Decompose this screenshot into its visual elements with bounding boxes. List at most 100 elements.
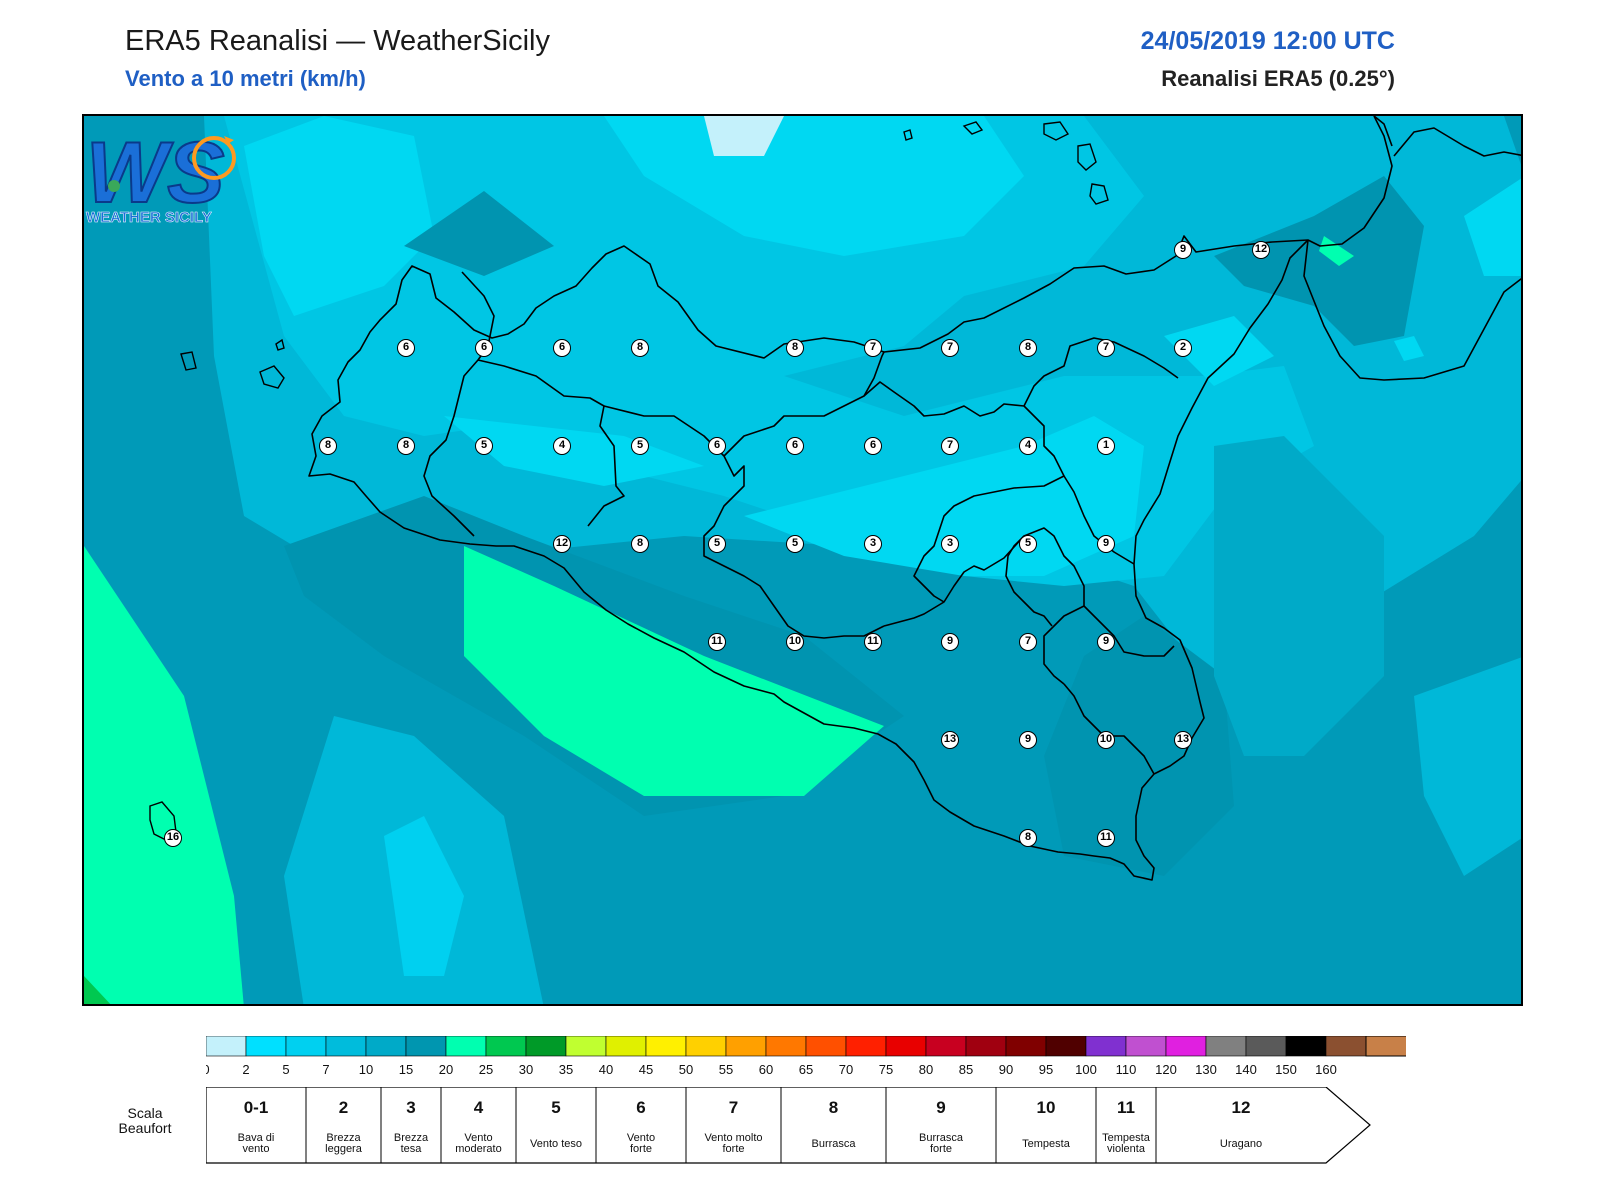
station-value-marker: 7 bbox=[1019, 633, 1037, 651]
beaufort-number: 5 bbox=[551, 1098, 560, 1117]
colorbar-swatch bbox=[325, 1036, 367, 1057]
colorbar-tick-label: 25 bbox=[479, 1062, 493, 1077]
station-value-marker: 13 bbox=[1174, 731, 1192, 749]
beaufort-description: moderato bbox=[455, 1143, 501, 1155]
station-value-marker: 11 bbox=[708, 633, 726, 651]
colorbar-tick-label: 20 bbox=[439, 1062, 453, 1077]
colorbar-swatch bbox=[685, 1036, 727, 1057]
colorbar-swatch bbox=[365, 1036, 407, 1057]
colorbar-tick-label: 45 bbox=[639, 1062, 653, 1077]
beaufort-description: Brezza bbox=[326, 1132, 361, 1144]
beaufort-description: Burrasca bbox=[919, 1132, 964, 1144]
station-value-marker: 8 bbox=[397, 437, 415, 455]
beaufort-description: Vento teso bbox=[530, 1138, 582, 1150]
colorbar-tick-label: 50 bbox=[679, 1062, 693, 1077]
colorbar-swatch bbox=[845, 1036, 887, 1057]
beaufort-number: 9 bbox=[936, 1098, 945, 1117]
colorbar-swatch bbox=[725, 1036, 767, 1057]
station-value-marker: 6 bbox=[708, 437, 726, 455]
weather-sicily-logo: WS WEATHER SICILY bbox=[85, 124, 236, 226]
station-value-marker: 3 bbox=[941, 535, 959, 553]
colorbar-swatch bbox=[485, 1036, 527, 1057]
beaufort-description: forte bbox=[722, 1143, 744, 1155]
station-value-marker: 1 bbox=[1097, 437, 1115, 455]
colorbar-swatch bbox=[1285, 1036, 1327, 1057]
colorbar-swatch bbox=[1205, 1036, 1247, 1057]
station-value-marker: 11 bbox=[1097, 829, 1115, 847]
colorbar-swatch bbox=[565, 1036, 607, 1057]
colorbar-swatch bbox=[1165, 1036, 1207, 1057]
station-value-marker: 8 bbox=[1019, 339, 1037, 357]
colorbar-tick-label: 5 bbox=[282, 1062, 289, 1077]
colorbar-swatch bbox=[1245, 1036, 1287, 1057]
colorbar-tick-label: 100 bbox=[1075, 1062, 1097, 1077]
colorbar-tick-label: 2 bbox=[242, 1062, 249, 1077]
beaufort-description: forte bbox=[930, 1143, 952, 1155]
beaufort-description: Tempesta bbox=[1102, 1132, 1151, 1144]
beaufort-description: Burrasca bbox=[811, 1138, 856, 1150]
colorbar-tick-label: 0 bbox=[206, 1062, 210, 1077]
beaufort-number: 6 bbox=[636, 1098, 645, 1117]
colorbar-tick-label: 60 bbox=[759, 1062, 773, 1077]
colorbar-tick-label: 95 bbox=[1039, 1062, 1053, 1077]
colorbar-swatch bbox=[645, 1036, 687, 1057]
station-value-marker: 7 bbox=[864, 339, 882, 357]
colorbar-swatch bbox=[245, 1036, 287, 1057]
colorbar-swatch bbox=[965, 1036, 1007, 1057]
beaufort-number: 3 bbox=[406, 1098, 415, 1117]
colorbar-tick-label: 130 bbox=[1195, 1062, 1217, 1077]
station-value-marker: 9 bbox=[1019, 731, 1037, 749]
station-value-marker: 16 bbox=[164, 829, 182, 847]
colorbar-swatch bbox=[1125, 1036, 1167, 1057]
wind-map: 9 12 6 6 6 8 8 7 7 8 7 2 8 8 5 4 5 6 6 6 7 4 1 12 8 5 5 3 3 5 9 11 10 11 9… bbox=[82, 114, 1523, 1006]
colorbar-swatch bbox=[765, 1036, 807, 1057]
colorbar-tick-label: 150 bbox=[1275, 1062, 1297, 1077]
beaufort-scale-label: Scala Beaufort bbox=[118, 1105, 172, 1136]
colorbar-tick-label: 160 bbox=[1315, 1062, 1337, 1077]
beaufort-description: Tempesta bbox=[1022, 1138, 1071, 1150]
colorbar-tick-label: 90 bbox=[999, 1062, 1013, 1077]
station-value-marker: 10 bbox=[1097, 731, 1115, 749]
colorbar-tick-label: 140 bbox=[1235, 1062, 1257, 1077]
beaufort-description: Vento molto bbox=[704, 1132, 762, 1144]
station-value-marker: 6 bbox=[864, 437, 882, 455]
colorbar-swatch bbox=[885, 1036, 927, 1057]
colorbar-swatch bbox=[605, 1036, 647, 1057]
station-value-marker: 12 bbox=[553, 535, 571, 553]
colorbar-tick-label: 40 bbox=[599, 1062, 613, 1077]
beaufort-number: 0-1 bbox=[244, 1098, 269, 1117]
colorbar-swatch bbox=[525, 1036, 567, 1057]
beaufort-description: forte bbox=[630, 1143, 652, 1155]
station-value-marker: 6 bbox=[553, 339, 571, 357]
station-value-marker: 13 bbox=[941, 731, 959, 749]
colorbar-arrow bbox=[1365, 1036, 1406, 1057]
station-value-marker: 5 bbox=[1019, 535, 1037, 553]
colorbar-tick-label: 65 bbox=[799, 1062, 813, 1077]
station-value-marker: 6 bbox=[397, 339, 415, 357]
map-datetime: 24/05/2019 12:00 UTC bbox=[1140, 27, 1395, 55]
station-value-marker: 4 bbox=[1019, 437, 1037, 455]
colorbar-tick-label: 35 bbox=[559, 1062, 573, 1077]
station-value-marker: 8 bbox=[631, 535, 649, 553]
station-value-marker: 5 bbox=[708, 535, 726, 553]
station-value-marker: 6 bbox=[475, 339, 493, 357]
station-value-marker: 8 bbox=[631, 339, 649, 357]
beaufort-number: 11 bbox=[1117, 1098, 1135, 1117]
beaufort-number: 2 bbox=[339, 1098, 348, 1117]
colorbar-tick-label: 15 bbox=[399, 1062, 413, 1077]
beaufort-description: leggera bbox=[325, 1143, 363, 1155]
wind-field bbox=[84, 116, 1521, 1004]
station-value-marker: 8 bbox=[1019, 829, 1037, 847]
beaufort-description: Bava di bbox=[238, 1132, 275, 1144]
beaufort-description: Vento bbox=[627, 1132, 655, 1144]
colorbar-swatch bbox=[805, 1036, 847, 1057]
beaufort-description: violenta bbox=[1107, 1143, 1146, 1155]
colorbar-swatch bbox=[1005, 1036, 1047, 1057]
colorbar-tick-label: 75 bbox=[879, 1062, 893, 1077]
beaufort-description: Vento bbox=[464, 1132, 492, 1144]
station-value-marker: 5 bbox=[631, 437, 649, 455]
colorbar-swatch bbox=[925, 1036, 967, 1057]
beaufort-number: 8 bbox=[829, 1098, 838, 1117]
station-value-marker: 9 bbox=[1174, 241, 1192, 259]
